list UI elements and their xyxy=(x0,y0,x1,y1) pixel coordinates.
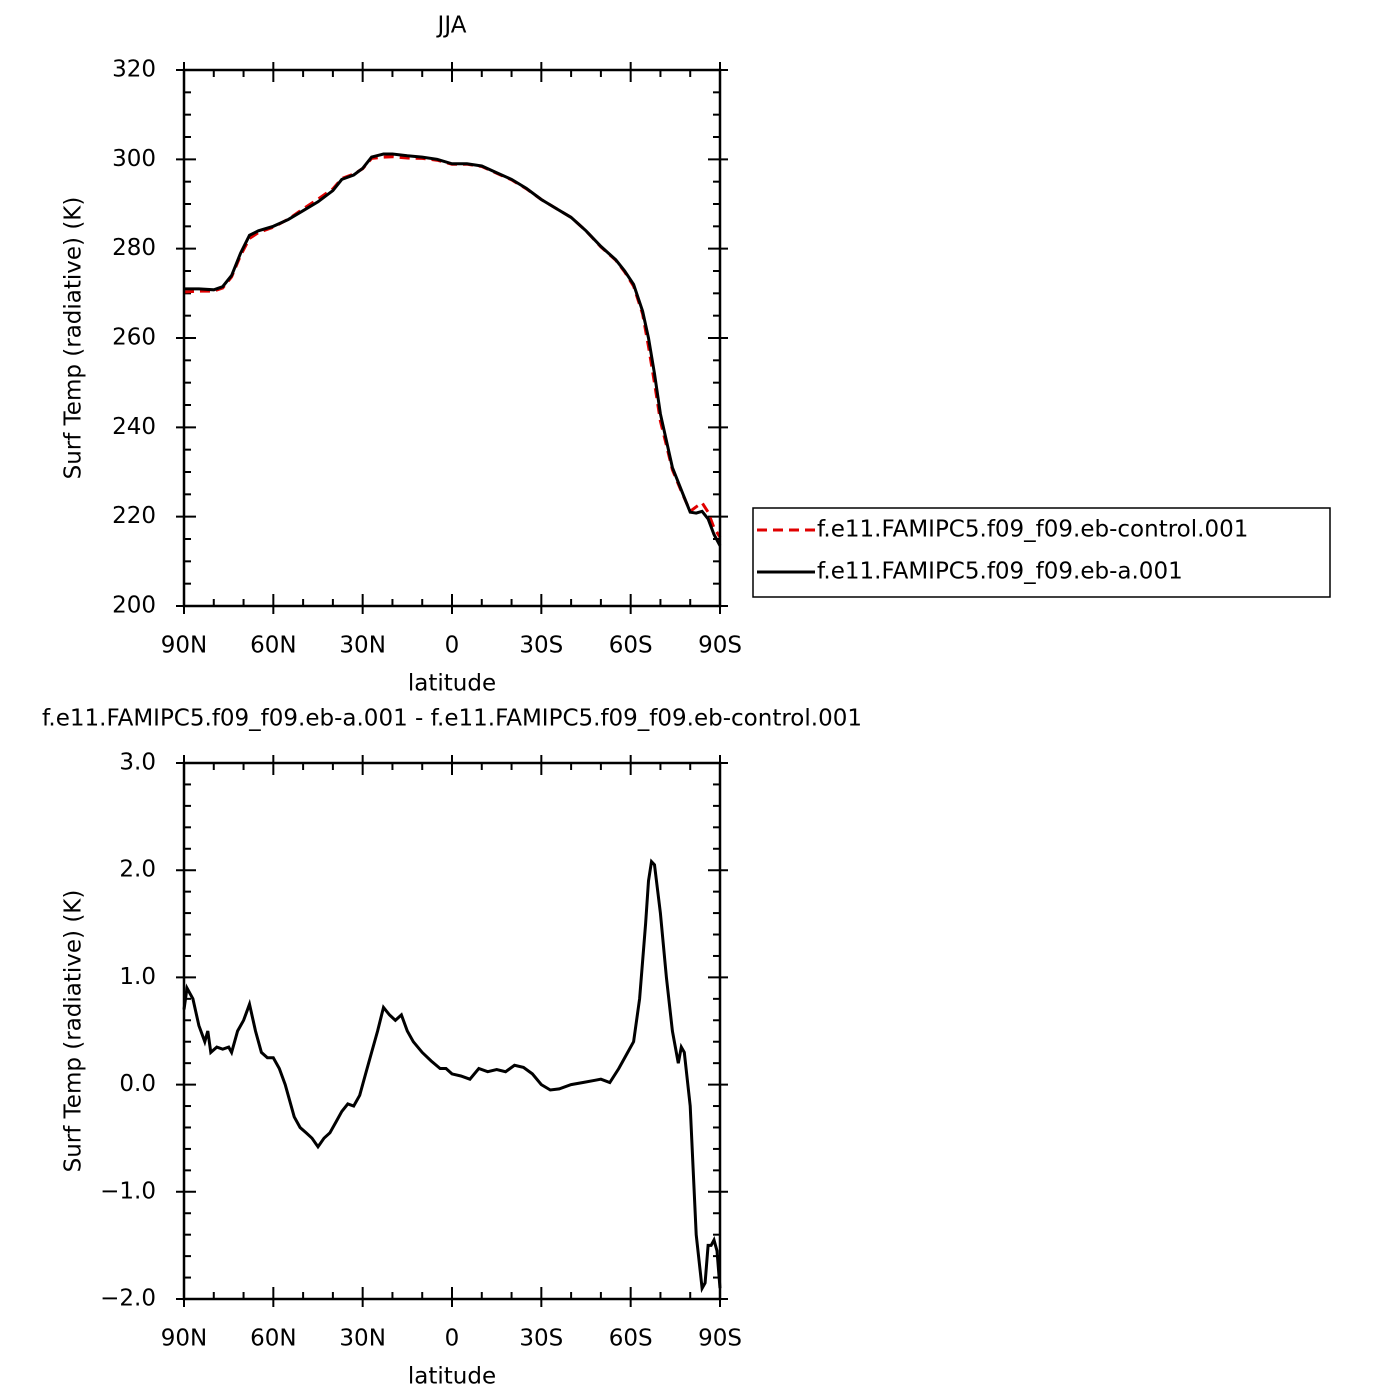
x-tick-label: 30S xyxy=(519,1326,563,1352)
legend-label: f.e11.FAMIPC5.f09_f09.eb-control.001 xyxy=(817,517,1248,543)
y-tick-label: 320 xyxy=(112,57,156,83)
x-tick-label: 90N xyxy=(161,1326,207,1352)
legend-box xyxy=(752,507,1331,598)
y-tick-label: 200 xyxy=(112,593,156,619)
x-tick-label: 60N xyxy=(250,633,296,659)
chart-title: f.e11.FAMIPC5.f09_f09.eb-a.001 - f.e11.F… xyxy=(42,706,862,732)
x-tick-label: 60S xyxy=(609,633,653,659)
x-tick-label: 60N xyxy=(250,1326,296,1352)
y-tick-label: 220 xyxy=(112,503,156,529)
x-tick-label: 30S xyxy=(519,633,563,659)
y-tick-label: −2.0 xyxy=(100,1286,156,1312)
y-tick-label: 0.0 xyxy=(119,1071,156,1097)
y-tick-label: 3.0 xyxy=(119,750,156,776)
plot-frame xyxy=(182,761,722,1301)
x-tick-label: 90S xyxy=(698,1326,742,1352)
x-tick-label: 0 xyxy=(445,633,460,659)
y-tick-label: −1.0 xyxy=(100,1178,156,1204)
x-axis-label: latitude xyxy=(408,1364,496,1390)
y-tick-label: 240 xyxy=(112,414,156,440)
data-line xyxy=(182,858,722,1294)
y-tick-label: 280 xyxy=(112,235,156,261)
y-tick-label: 2.0 xyxy=(119,857,156,883)
x-axis-label: latitude xyxy=(408,671,496,697)
chart-title: JJA xyxy=(436,13,467,39)
y-tick-label: 260 xyxy=(112,325,156,351)
y-tick-label: 300 xyxy=(112,146,156,172)
x-tick-label: 0 xyxy=(445,1326,460,1352)
x-tick-label: 90N xyxy=(161,633,207,659)
plot-frame xyxy=(182,68,722,608)
x-tick-label: 30N xyxy=(339,633,385,659)
legend-label: f.e11.FAMIPC5.f09_f09.eb-a.001 xyxy=(817,559,1183,585)
data-line xyxy=(183,155,722,539)
y-axis-label: Surf Temp (radiative) (K) xyxy=(61,890,87,1173)
y-tick-label: 1.0 xyxy=(119,964,156,990)
x-tick-label: 90S xyxy=(698,633,742,659)
x-tick-label: 30N xyxy=(339,1326,385,1352)
y-axis-label: Surf Temp (radiative) (K) xyxy=(61,197,87,480)
data-line xyxy=(184,152,722,547)
x-tick-label: 60S xyxy=(609,1326,653,1352)
